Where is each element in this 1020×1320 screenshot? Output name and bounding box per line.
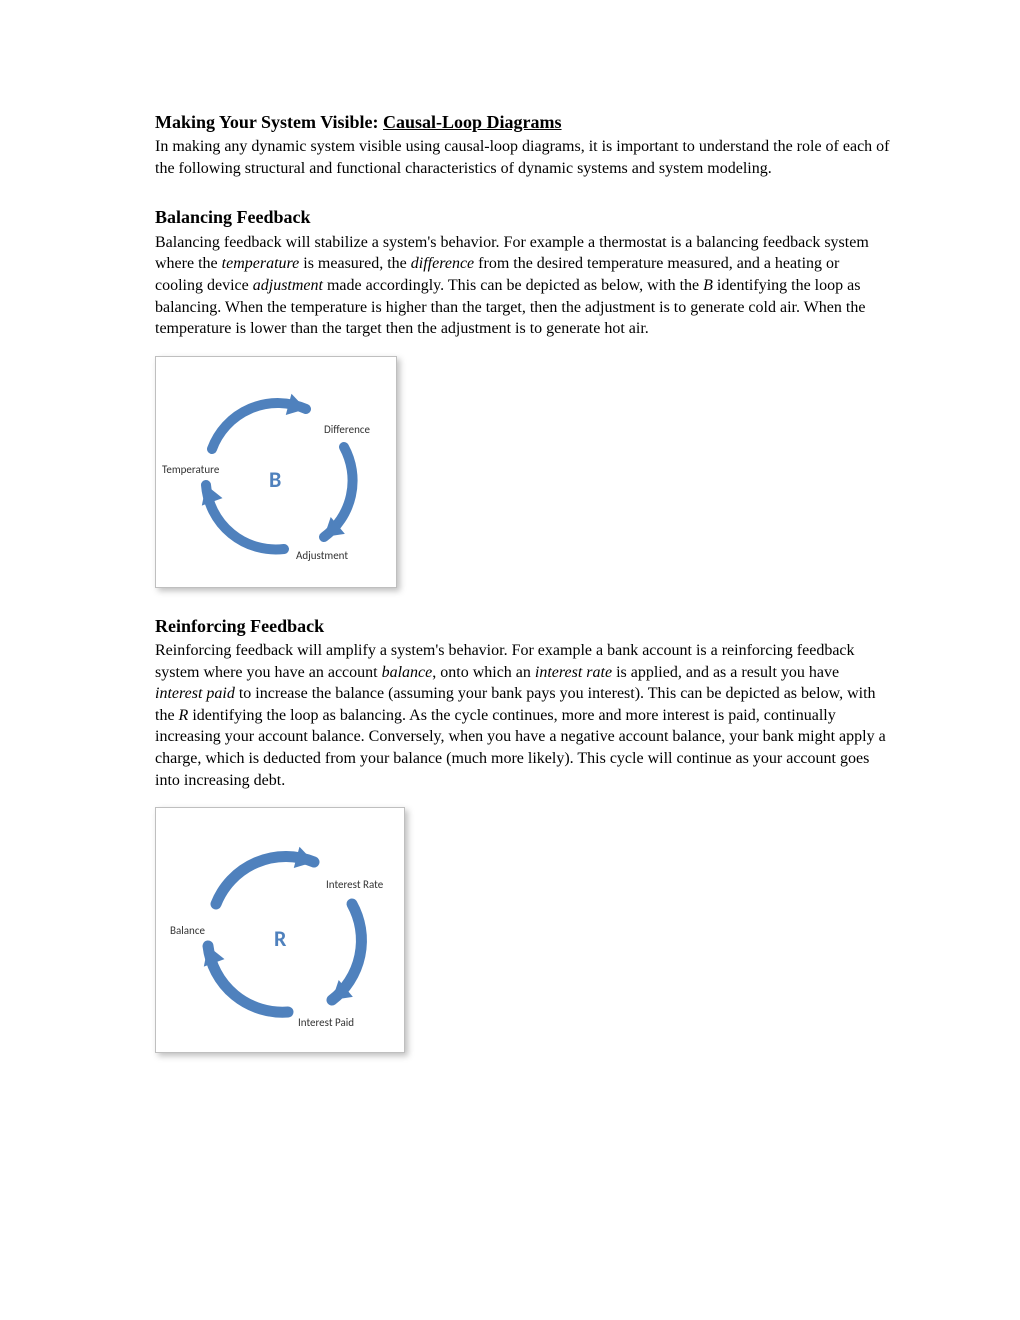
- loop-node-label: Balance: [170, 924, 205, 939]
- title-underlined: Causal-Loop Diagrams: [383, 112, 562, 132]
- loop-center-letter: R: [274, 924, 286, 954]
- page-title: Making Your System Visible: Causal-Loop …: [155, 110, 890, 134]
- balancing-paragraph: Balancing feedback will stabilize a syst…: [155, 232, 890, 340]
- loop-node-label: Difference: [324, 423, 370, 438]
- loop-node-label: Interest Rate: [326, 878, 383, 893]
- title-prefix: Making Your System Visible:: [155, 112, 383, 132]
- loop-arc: [324, 447, 353, 537]
- balancing-heading: Balancing Feedback: [155, 205, 890, 229]
- loop-center-letter: B: [269, 465, 281, 495]
- reinforcing-heading: Reinforcing Feedback: [155, 614, 890, 638]
- loop-node-label: Temperature: [162, 463, 219, 478]
- reinforcing-loop-diagram: R Balance Interest Rate Interest Paid: [155, 807, 405, 1053]
- reinforcing-paragraph: Reinforcing feedback will amplify a syst…: [155, 640, 890, 791]
- intro-paragraph: In making any dynamic system visible usi…: [155, 136, 890, 179]
- balancing-loop-diagram: B Temperature Difference Adjustment: [155, 356, 397, 588]
- loop-node-label: Interest Paid: [298, 1016, 354, 1031]
- loop-node-label: Adjustment: [296, 549, 348, 564]
- loop-arc: [332, 904, 361, 1000]
